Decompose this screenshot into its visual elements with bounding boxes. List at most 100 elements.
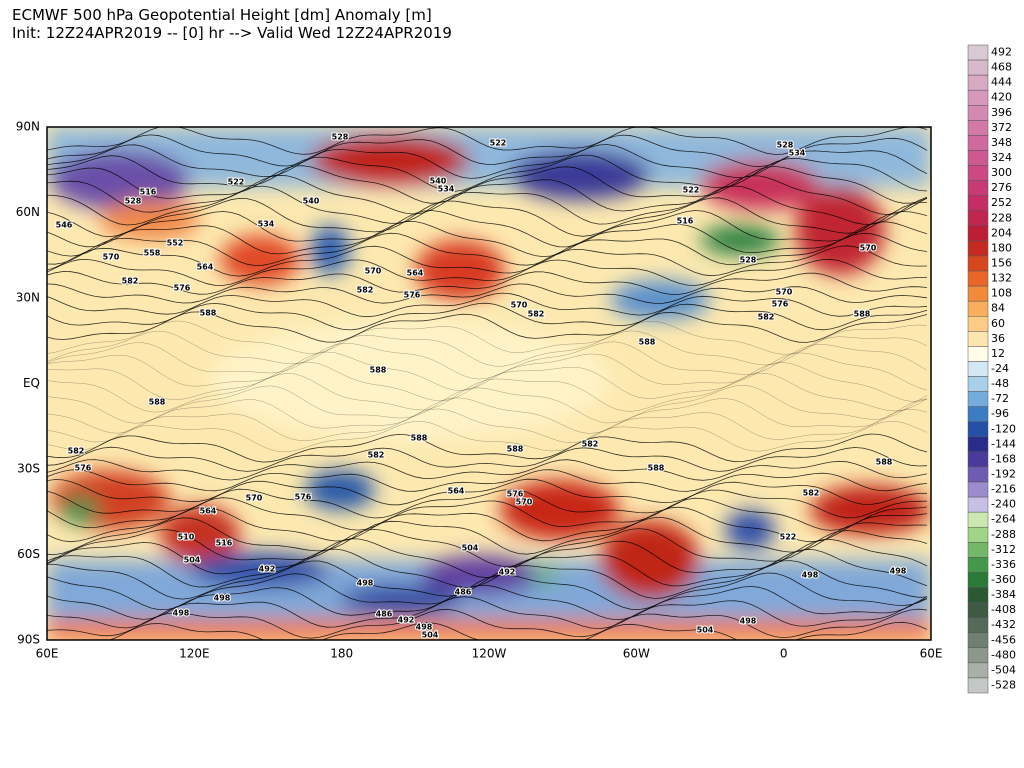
contour-line <box>47 478 928 506</box>
lat-label: 60N <box>16 205 40 219</box>
colorbar-label: -360 <box>991 573 1016 586</box>
colorbar-swatch <box>967 632 989 649</box>
contour-line <box>47 373 928 413</box>
colorbar-label: 276 <box>991 181 1012 194</box>
colorbar-swatch <box>967 617 989 633</box>
colorbar-label: 468 <box>991 61 1012 74</box>
colorbar-swatch <box>967 59 989 76</box>
colorbar-swatch <box>967 210 989 227</box>
colorbar-label: -72 <box>991 392 1009 405</box>
contour-line <box>47 584 928 621</box>
contour-label: 576 <box>174 284 191 293</box>
colorbar-swatch <box>967 466 989 483</box>
contour-line <box>47 283 928 304</box>
contour-line <box>47 258 927 286</box>
contour-label: 576 <box>75 464 92 473</box>
colorbar-swatch <box>967 391 989 407</box>
contour-label: 588 <box>370 366 387 375</box>
colorbar-swatch <box>967 587 989 603</box>
contour-label: 570 <box>516 498 533 507</box>
colorbar-swatch <box>967 572 989 588</box>
contour-label: 504 <box>422 631 439 640</box>
colorbar-swatch <box>967 406 989 422</box>
colorbar-label: 36 <box>991 332 1005 345</box>
lon-label: 120E <box>179 647 210 661</box>
contour-label: 570 <box>511 301 528 310</box>
colorbar-swatch <box>967 511 989 528</box>
colorbar-swatch <box>967 120 989 136</box>
colorbar-label: 204 <box>991 226 1012 239</box>
contour-line <box>47 185 928 226</box>
contour-line <box>47 245 928 277</box>
contour-line <box>47 397 928 434</box>
contour-label: 516 <box>677 217 694 226</box>
lon-label: 60E <box>920 647 943 661</box>
colorbar-swatch <box>967 376 989 392</box>
colorbar: 492 468 444 420 396 372 348 324 300 276 252 228 204 1… <box>967 44 1016 694</box>
contour-line <box>47 384 928 424</box>
contour-line <box>47 232 928 266</box>
contour-label: 492 <box>499 568 516 577</box>
contour-label: 504 <box>462 544 479 553</box>
colorbar-label: 132 <box>991 272 1012 285</box>
contour-label: 492 <box>259 565 276 574</box>
contour-line <box>47 351 928 391</box>
contour-label: 522 <box>228 178 245 187</box>
contour-label: 582 <box>803 489 820 498</box>
colorbar-label: -384 <box>991 588 1016 601</box>
contour-label: 570 <box>246 494 263 503</box>
contour-label: 498 <box>802 571 819 580</box>
contour-label: 576 <box>295 493 312 502</box>
contour-label: 534 <box>258 220 275 229</box>
contour-label: 522 <box>780 533 797 542</box>
contour-label: 504 <box>697 626 714 635</box>
contour-line <box>47 165 928 204</box>
contour-line <box>47 311 928 343</box>
colorbar-label: -456 <box>991 633 1016 646</box>
contour-label: 588 <box>876 458 893 467</box>
colorbar-label: -48 <box>991 377 1009 390</box>
colorbar-label: -528 <box>991 678 1016 691</box>
colorbar-label: -264 <box>991 513 1016 526</box>
colorbar-swatch <box>967 346 989 362</box>
colorbar-label: 396 <box>991 106 1012 119</box>
contour-line <box>47 497 928 531</box>
colorbar-label: -216 <box>991 483 1016 496</box>
colorbar-swatch <box>967 89 989 106</box>
contour-label: 540 <box>303 197 320 206</box>
colorbar-label: 60 <box>991 317 1005 330</box>
colorbar-label: 180 <box>991 241 1012 254</box>
colorbar-swatch <box>967 496 989 513</box>
contour-label: 576 <box>772 300 789 309</box>
contour-label: 492 <box>398 616 415 625</box>
colorbar-swatch <box>967 240 989 257</box>
colorbar-label: -120 <box>991 422 1016 435</box>
colorbar-label: 444 <box>991 76 1012 89</box>
contour-line <box>47 421 928 453</box>
title: ECMWF 500 hPa Geopotential Height [dm] A… <box>12 6 432 24</box>
contour-label: 516 <box>216 539 233 548</box>
contour-line <box>47 408 928 443</box>
height-contours <box>47 127 928 640</box>
contour-label: 534 <box>438 185 455 194</box>
contour-line <box>47 548 928 588</box>
contour-line <box>47 361 928 402</box>
contour-line <box>47 127 928 155</box>
colorbar-swatch <box>967 436 989 453</box>
colorbar-swatch <box>967 361 989 377</box>
lat-label: EQ <box>23 376 40 390</box>
colorbar-swatch <box>967 602 989 618</box>
colorbar-label: 348 <box>991 136 1012 149</box>
colorbar-swatch <box>967 677 989 694</box>
contour-label: 498 <box>214 594 231 603</box>
contour-label: 564 <box>448 487 465 496</box>
colorbar-swatch <box>967 195 989 212</box>
lon-label: 60E <box>36 647 59 661</box>
contour-line <box>47 469 928 492</box>
contour-label: 582 <box>582 440 599 449</box>
contour-label: 582 <box>357 286 374 295</box>
anomaly-shading <box>47 127 931 640</box>
